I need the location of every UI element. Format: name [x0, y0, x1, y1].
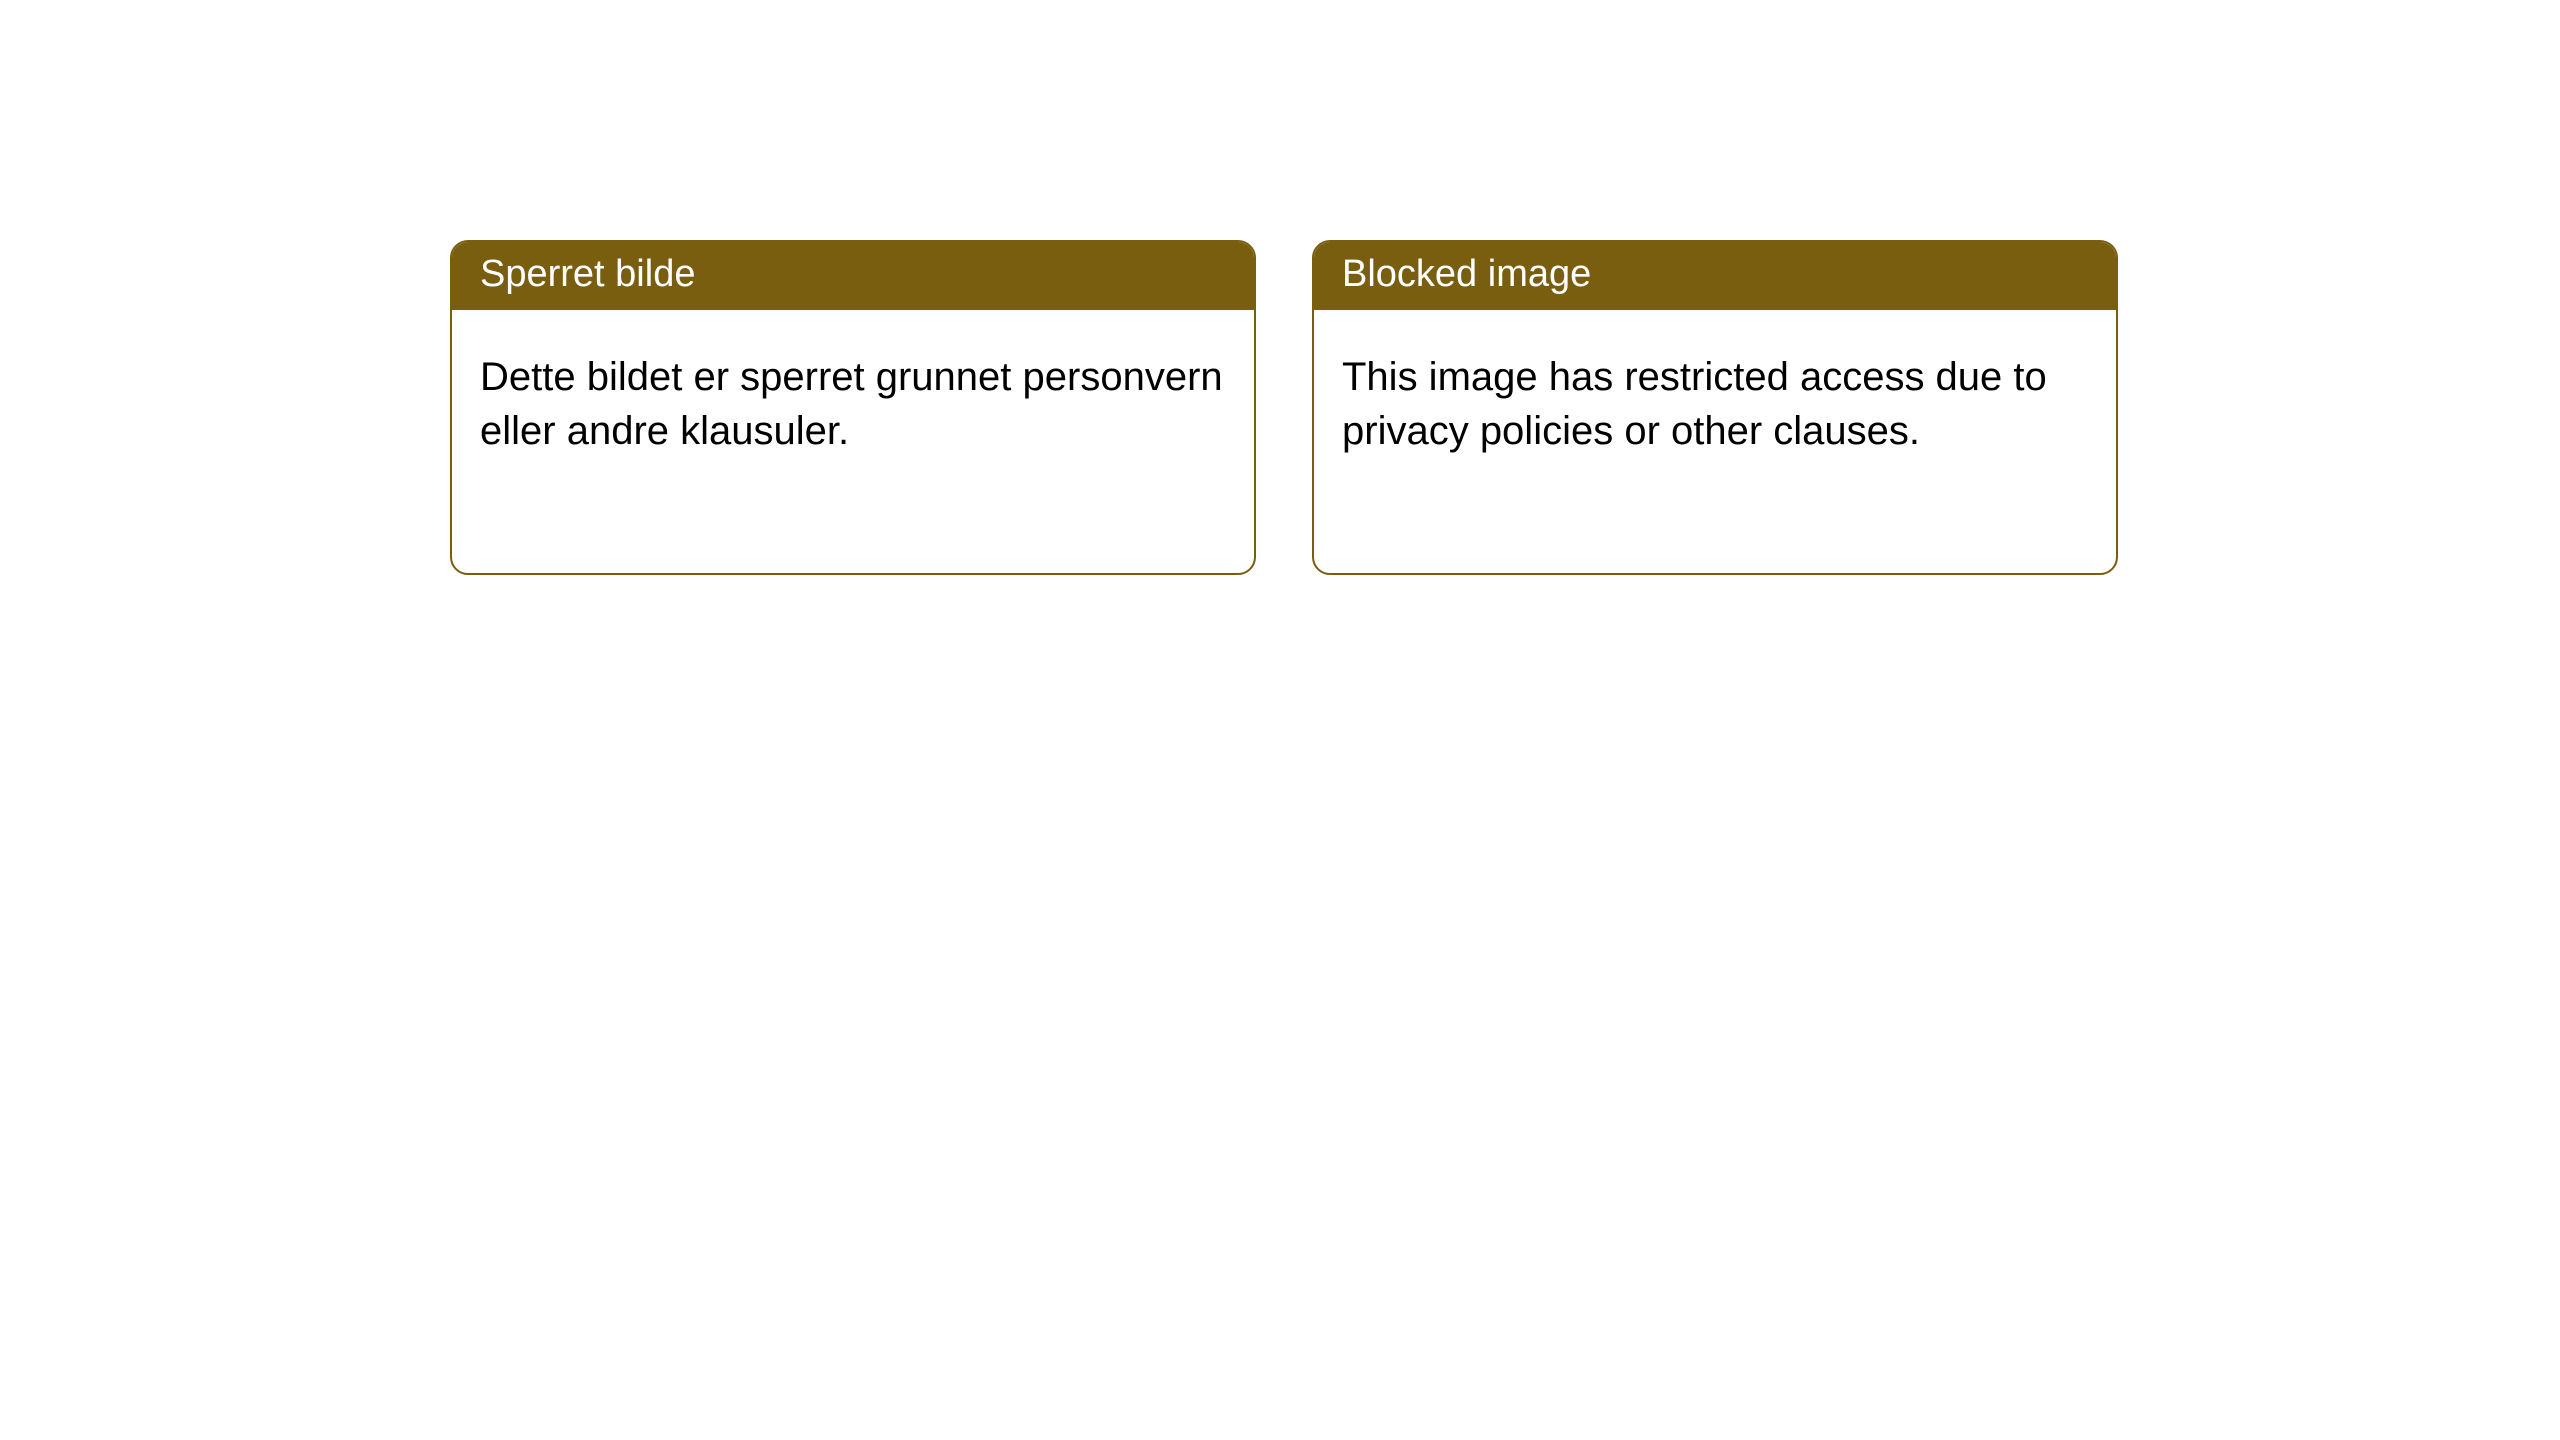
notice-container: Sperret bilde Dette bildet er sperret gr… — [0, 0, 2560, 575]
notice-card-english: Blocked image This image has restricted … — [1312, 240, 2118, 575]
notice-body: This image has restricted access due to … — [1314, 310, 2116, 486]
notice-header: Blocked image — [1314, 242, 2116, 310]
notice-card-norwegian: Sperret bilde Dette bildet er sperret gr… — [450, 240, 1256, 575]
notice-header: Sperret bilde — [452, 242, 1254, 310]
notice-body: Dette bildet er sperret grunnet personve… — [452, 310, 1254, 486]
